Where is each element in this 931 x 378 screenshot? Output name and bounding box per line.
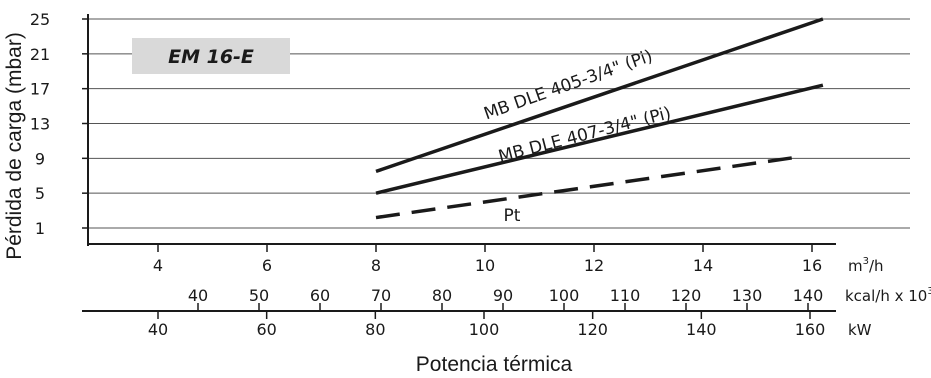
x-axis-unit-2: kcal/h x 103 <box>845 286 931 305</box>
x-axes: 4 6 8 10 12 14 16 m3/h40 50 60 70 80 90 100 110 120 130 1… <box>82 243 931 339</box>
x-tick-label: 40 <box>148 320 168 339</box>
y-tick-label: 21 <box>30 45 50 64</box>
x-tick-label: 6 <box>262 256 272 275</box>
y-axis-title: Pérdida de carga (mbar) <box>3 32 26 260</box>
x-tick-label: 60 <box>310 286 330 305</box>
x-tick-label: 40 <box>188 286 208 305</box>
x-tick-label: 16 <box>802 256 822 275</box>
x-tick-label: 160 <box>795 320 826 339</box>
x-tick-label: 100 <box>469 320 500 339</box>
series-lines: MB DLE 405-3/4" (Pi)MB DLE 407-3/4" (Pi)… <box>375 17 824 226</box>
x-tick-label: 10 <box>475 256 495 275</box>
series-line-1 <box>375 17 824 174</box>
series-line-2 <box>375 83 824 195</box>
x-tick-label: 140 <box>793 286 824 305</box>
y-tick-label: 25 <box>30 10 50 29</box>
x-tick-label: 90 <box>493 286 513 305</box>
y-tick-label: 17 <box>30 80 50 99</box>
x-tick-label: 80 <box>432 286 452 305</box>
x-tick-label: 130 <box>732 286 763 305</box>
series-line-3 <box>375 154 802 220</box>
x-tick-label: 60 <box>256 320 276 339</box>
x-tick-label: 80 <box>365 320 385 339</box>
y-tick-label: 13 <box>30 115 50 134</box>
x-tick-label: 50 <box>249 286 269 305</box>
x-tick-label: 12 <box>584 256 604 275</box>
y-tick-label: 5 <box>35 184 45 203</box>
x-tick-label: 70 <box>371 286 391 305</box>
x-axis-unit-1: m3/h <box>848 256 884 275</box>
x-axis-unit-3: kW <box>848 321 872 339</box>
x-tick-label: 120 <box>577 320 608 339</box>
y-tick-label: 9 <box>35 149 45 168</box>
model-badge: EM 16-E <box>132 38 290 74</box>
y-tick-label: 1 <box>35 219 45 238</box>
x-tick-label: 120 <box>671 286 702 305</box>
x-tick-label: 4 <box>153 256 163 275</box>
series-label-2: MB DLE 407-3/4" (Pi) <box>496 103 673 167</box>
x-tick-label: 8 <box>371 256 381 275</box>
x-tick-label: 14 <box>693 256 713 275</box>
x-tick-label: 100 <box>549 286 580 305</box>
series-label-3: Pt <box>504 206 521 226</box>
x-axis-title: Potencia térmica <box>416 353 573 376</box>
y-axis: 1 5 9 13 17 21 25 <box>30 10 89 246</box>
model-badge-label: EM 16-E <box>168 46 254 68</box>
x-tick-label: 140 <box>686 320 717 339</box>
model-badge-box <box>132 38 290 74</box>
x-tick-label: 110 <box>610 286 641 305</box>
